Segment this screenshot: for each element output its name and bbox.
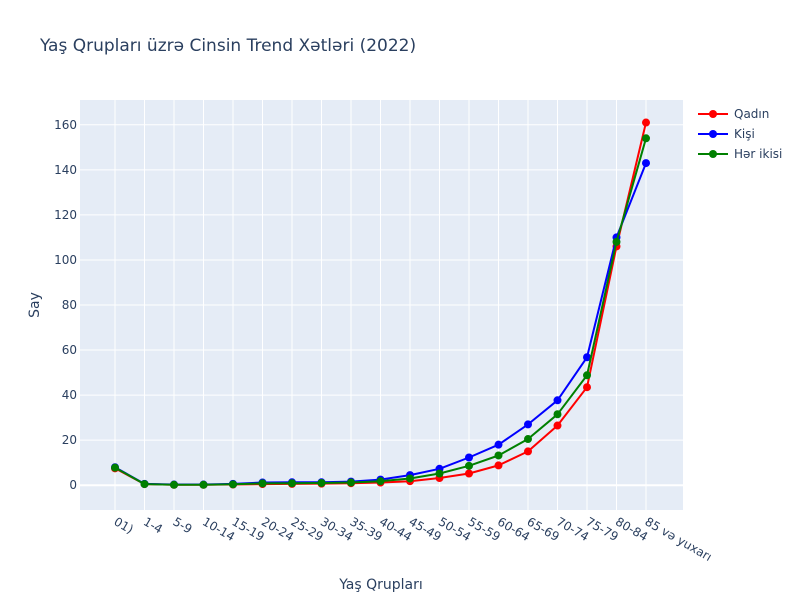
data-point — [524, 420, 532, 429]
y-tick-label: 40 — [62, 388, 77, 402]
y-tick-label: 120 — [54, 208, 77, 222]
data-point — [553, 396, 562, 405]
data-point — [111, 463, 119, 472]
data-point — [288, 479, 296, 488]
data-point — [258, 479, 267, 488]
data-point — [642, 159, 650, 168]
data-point — [494, 440, 503, 449]
data-point — [494, 451, 503, 460]
data-point — [642, 134, 650, 143]
data-point — [494, 461, 503, 470]
data-point — [553, 421, 562, 430]
data-point — [583, 353, 591, 362]
y-tick-label: 20 — [62, 433, 77, 447]
y-tick-label: 80 — [62, 298, 77, 312]
data-point — [465, 461, 473, 470]
legend-label: Qadın — [734, 107, 769, 121]
legend: Qadın Kişi Hər ikisi — [698, 107, 782, 161]
legend-marker — [709, 150, 717, 158]
data-point — [612, 237, 621, 246]
legend-marker — [709, 110, 717, 118]
y-tick-label: 140 — [54, 163, 77, 177]
data-point — [583, 383, 591, 392]
data-point — [553, 410, 562, 419]
data-point — [524, 447, 532, 456]
y-tick-label: 160 — [54, 118, 77, 132]
series-layer — [111, 118, 650, 489]
data-point — [642, 118, 650, 127]
data-point — [376, 477, 385, 486]
legend-label: Hər ikisi — [734, 147, 782, 161]
y-tick-label: 0 — [69, 478, 77, 492]
legend-label: Kişi — [734, 127, 755, 141]
chart-title: Yaş Qrupları üzrə Cinsin Trend Xətləri (… — [39, 36, 416, 56]
data-point — [406, 474, 414, 483]
data-point — [347, 478, 355, 487]
y-tick-label: 60 — [62, 343, 77, 357]
data-point — [229, 480, 237, 489]
grid-layer — [80, 100, 683, 510]
data-point — [435, 469, 444, 478]
y-axis-label: Say — [27, 292, 43, 318]
data-point — [140, 480, 149, 489]
data-point — [524, 435, 532, 444]
legend-marker — [709, 130, 717, 138]
data-point — [317, 478, 326, 487]
y-tick-label: 100 — [54, 253, 77, 267]
data-point — [170, 480, 178, 489]
data-point — [465, 453, 473, 462]
x-axis-label: Yaş Qrupları — [338, 577, 423, 593]
data-point — [465, 469, 473, 478]
data-point — [199, 480, 208, 489]
data-point — [583, 371, 591, 380]
